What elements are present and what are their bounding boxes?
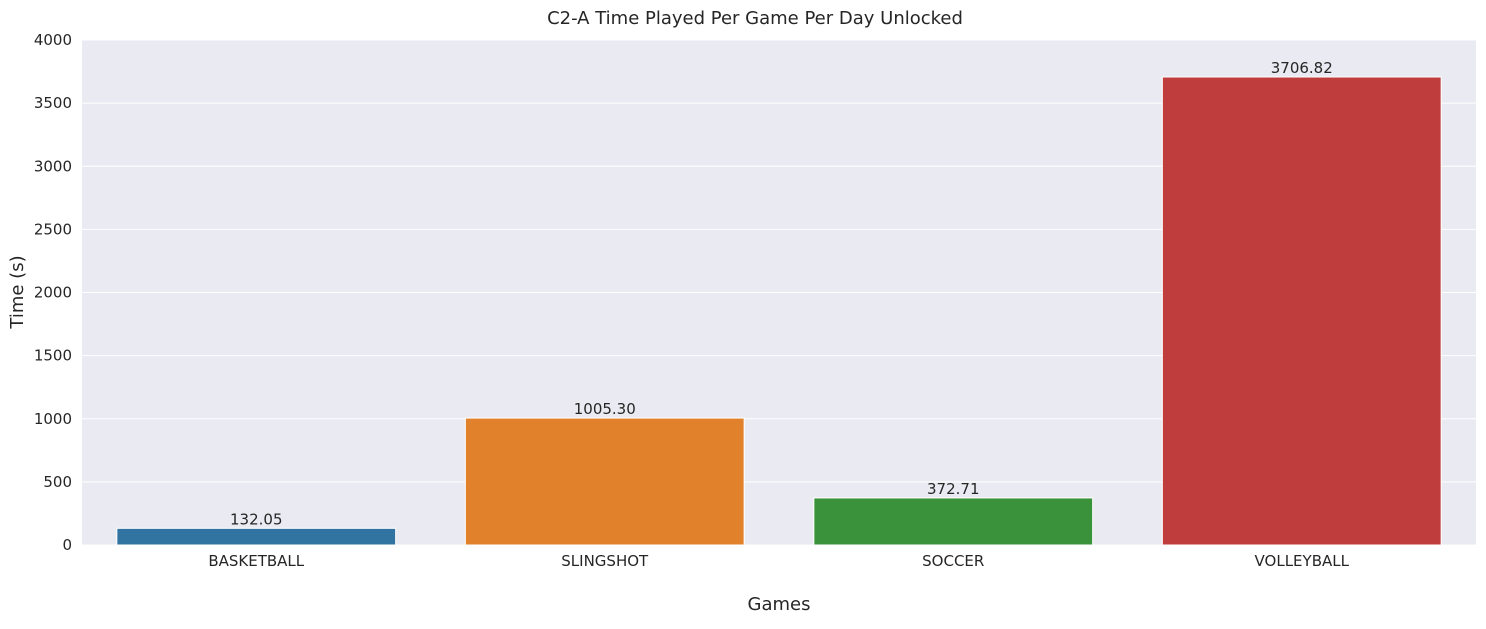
bar-basketball (116, 527, 397, 546)
bar-value-label: 132.05 (230, 510, 283, 528)
y-tick-label: 2500 (34, 220, 72, 238)
y-axis-label: Time (s) (7, 255, 28, 329)
bar-slingshot (464, 417, 745, 546)
y-tick-label: 4000 (34, 31, 72, 49)
chart-title: C2-A Time Played Per Game Per Day Unlock… (547, 8, 963, 29)
x-tick-label: SLINGSHOT (561, 552, 649, 570)
y-tick-label: 0 (62, 536, 72, 554)
bar-value-label: 1005.30 (574, 400, 636, 418)
bar-value-label: 372.71 (927, 480, 980, 498)
y-axis-ticks: 0 500 1000 1500 2000 2500 3000 3500 4000 (34, 31, 72, 554)
y-tick-label: 500 (43, 473, 72, 491)
y-tick-label: 2000 (34, 284, 72, 302)
x-tick-label: SOCCER (922, 552, 984, 570)
bar-volleyball (1161, 76, 1442, 546)
x-axis-label: Games (748, 594, 811, 615)
y-tick-label: 1000 (34, 410, 72, 428)
x-axis-ticks: BASKETBALL SLINGSHOT SOCCER VOLLEYBALL (208, 552, 1349, 570)
y-tick-label: 3500 (34, 94, 72, 112)
y-tick-label: 3000 (34, 157, 72, 175)
x-tick-label: BASKETBALL (208, 552, 304, 570)
y-tick-label: 1500 (34, 347, 72, 365)
bars (116, 76, 1442, 546)
x-tick-label: VOLLEYBALL (1255, 552, 1350, 570)
bar-soccer (813, 497, 1094, 546)
bar-value-label: 3706.82 (1271, 59, 1333, 77)
bar-value-labels: 132.05 1005.30 372.71 3706.82 (230, 59, 1333, 528)
